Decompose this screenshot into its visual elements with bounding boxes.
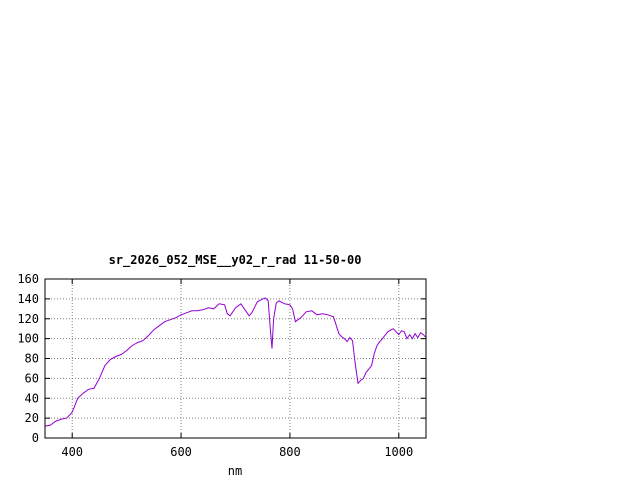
x-axis-label: nm bbox=[228, 464, 242, 478]
x-tick-labels: 400 600 800 1000 bbox=[61, 445, 413, 459]
chart-title: sr_2026_052_MSE__y02_r_rad 11-50-00 bbox=[109, 253, 362, 268]
grid bbox=[45, 279, 426, 438]
series-group bbox=[44, 297, 427, 427]
y-tick-labels: 0 20 40 60 80 100 120 140 160 bbox=[17, 272, 39, 445]
x-tick-label: 800 bbox=[279, 445, 301, 459]
x-tick-label: 400 bbox=[61, 445, 83, 459]
x-tick-label: 1000 bbox=[384, 445, 413, 459]
series-line bbox=[44, 297, 427, 427]
y-tick-label: 0 bbox=[32, 431, 39, 445]
plot-frame bbox=[44, 278, 427, 439]
y-tick-label: 100 bbox=[17, 332, 39, 346]
x-tick-label: 600 bbox=[170, 445, 192, 459]
y-tick-label: 120 bbox=[17, 312, 39, 326]
y-tick-label: 20 bbox=[25, 411, 39, 425]
y-tick-label: 80 bbox=[25, 352, 39, 366]
y-tick-label: 40 bbox=[25, 391, 39, 405]
y-tick-label: 140 bbox=[17, 292, 39, 306]
y-tick-label: 60 bbox=[25, 371, 39, 385]
y-tick-label: 160 bbox=[17, 272, 39, 286]
